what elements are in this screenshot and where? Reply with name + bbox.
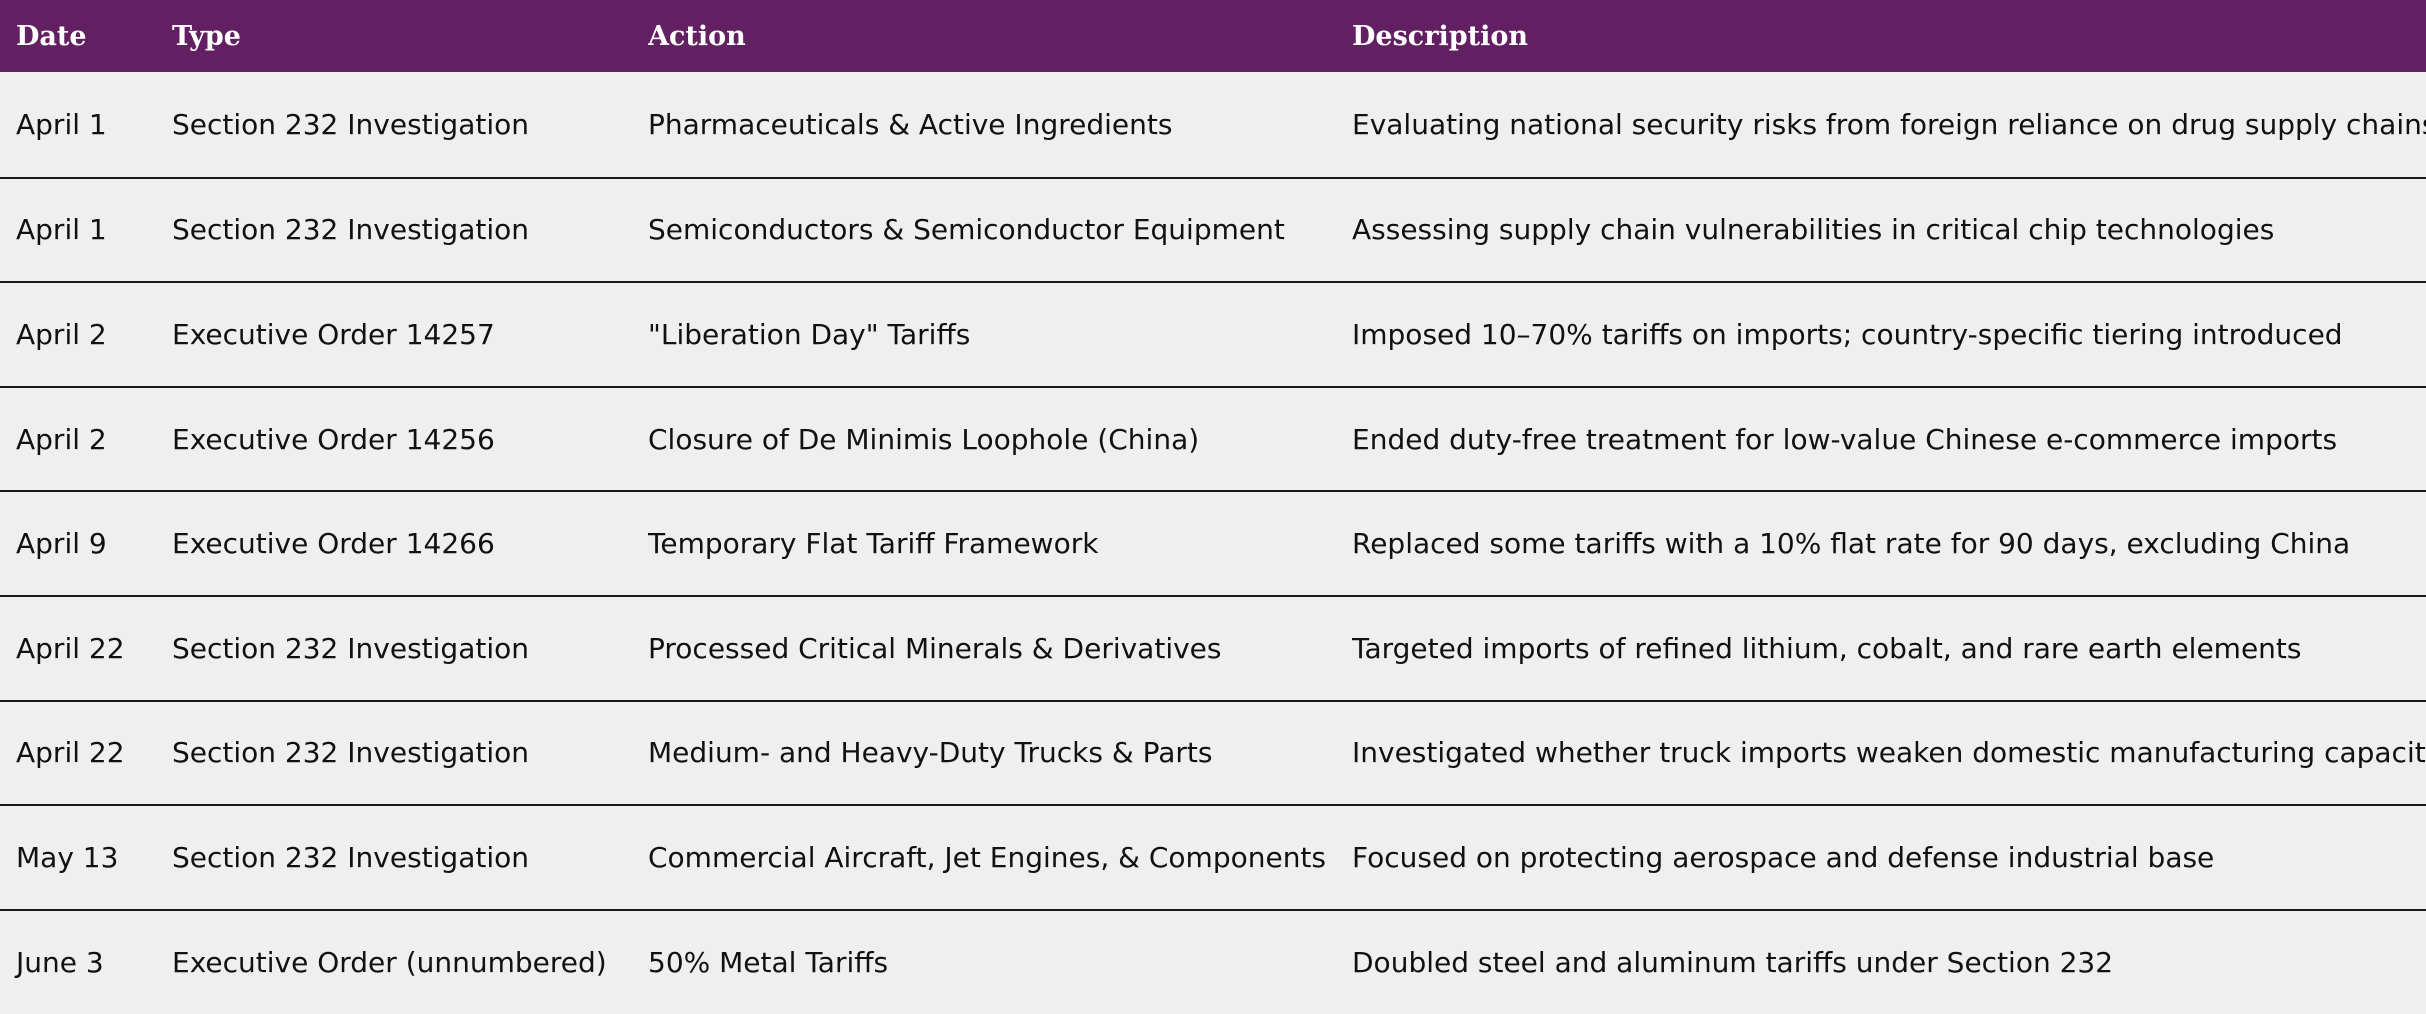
cell-description: Evaluating national security risks from … (1352, 107, 2426, 141)
cell-date: April 22 (16, 631, 125, 665)
cell-date: April 9 (16, 527, 107, 561)
cell-description: Ended duty-free treatment for low-value … (1352, 422, 2338, 456)
cell-type: Section 232 Investigation (172, 213, 529, 247)
cell-description: Imposed 10–70% tariffs on imports; count… (1352, 317, 2343, 351)
cell-action: Temporary Flat Tariff Framework (648, 527, 1099, 561)
header-description: Description (1352, 20, 1528, 52)
cell-action: "Liberation Day" Tariffs (648, 317, 971, 351)
table-row: April 2 Executive Order 14256 Closure of… (0, 385, 2426, 491)
cell-date: April 22 (16, 736, 125, 770)
cell-date: May 13 (16, 840, 119, 874)
cell-action: Closure of De Minimis Loophole (China) (648, 422, 1200, 456)
header-date: Date (16, 20, 87, 52)
cell-action: Pharmaceuticals & Active Ingredients (648, 107, 1173, 141)
cell-action: 50% Metal Tariffs (648, 945, 889, 979)
table-row: April 2 Executive Order 14257 "Liberatio… (0, 281, 2426, 386)
cell-action: Processed Critical Minerals & Derivative… (648, 631, 1222, 665)
cell-date: April 2 (16, 317, 107, 351)
table-row: April 9 Executive Order 14266 Temporary … (0, 490, 2426, 595)
cell-date: June 3 (16, 945, 104, 979)
cell-description: Assessing supply chain vulnerabilities i… (1352, 213, 2275, 247)
cell-type: Executive Order 14266 (172, 527, 495, 561)
table-row: April 22 Section 232 Investigation Proce… (0, 594, 2426, 700)
cell-action: Semiconductors & Semiconductor Equipment (648, 213, 1285, 247)
cell-action: Commercial Aircraft, Jet Engines, & Comp… (648, 840, 1327, 874)
table-header: Date Type Action Description (0, 0, 2426, 72)
cell-description: Replaced some tariffs with a 10% flat ra… (1352, 527, 2351, 561)
cell-description: Focused on protecting aerospace and defe… (1352, 840, 2215, 874)
header-action: Action (648, 20, 746, 52)
cell-description: Investigated whether truck imports weake… (1352, 736, 2426, 770)
cell-type: Section 232 Investigation (172, 631, 529, 665)
cell-type: Section 232 Investigation (172, 107, 529, 141)
header-type: Type (172, 20, 241, 52)
cell-description: Doubled steel and aluminum tariffs under… (1352, 945, 2114, 979)
table-row: May 13 Section 232 Investigation Commerc… (0, 804, 2426, 909)
table-row: April 1 Section 232 Investigation Pharma… (0, 72, 2426, 177)
cell-type: Executive Order (unnumbered) (172, 945, 607, 979)
table-row: June 3 Executive Order (unnumbered) 50% … (0, 908, 2426, 1014)
cell-type: Section 232 Investigation (172, 736, 529, 770)
cell-date: April 1 (16, 107, 107, 141)
cell-date: April 2 (16, 422, 107, 456)
table-row: April 1 Section 232 Investigation Semico… (0, 176, 2426, 282)
cell-type: Section 232 Investigation (172, 840, 529, 874)
cell-date: April 1 (16, 213, 107, 247)
cell-action: Medium- and Heavy-Duty Trucks & Parts (648, 736, 1213, 770)
cell-type: Executive Order 14257 (172, 317, 495, 351)
table-row: April 22 Section 232 Investigation Mediu… (0, 699, 2426, 805)
cell-description: Targeted imports of refined lithium, cob… (1352, 631, 2302, 665)
cell-type: Executive Order 14256 (172, 422, 495, 456)
